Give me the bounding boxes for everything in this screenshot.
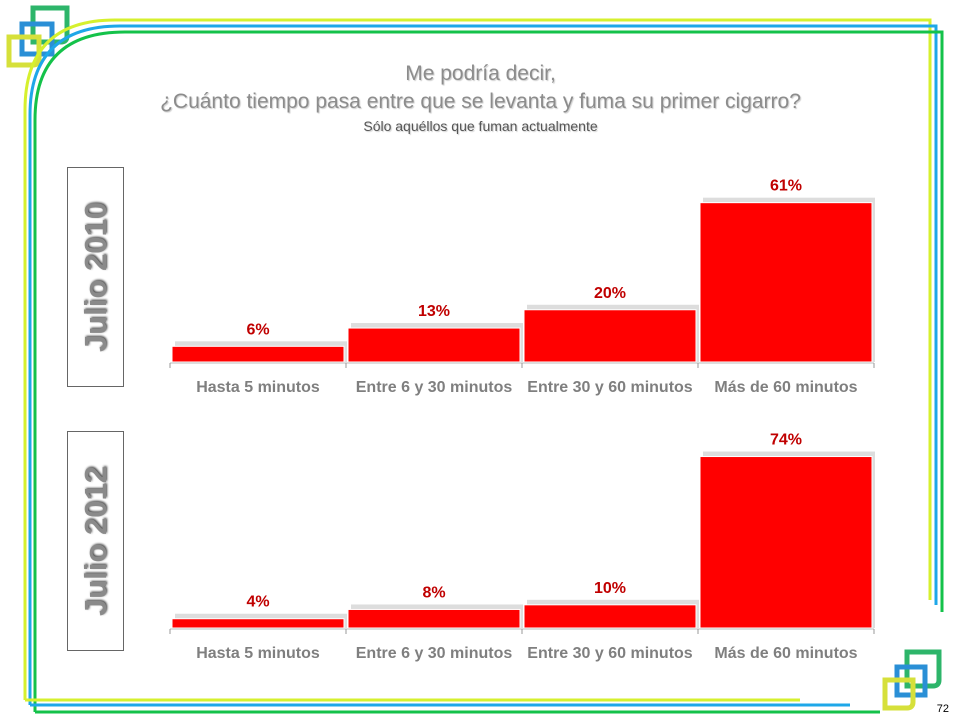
category-label: Entre 6 y 30 minutos (356, 379, 513, 396)
data-label: 74% (770, 432, 802, 449)
year-label: Julio 2010 (77, 202, 113, 352)
title-line1: Me podría decir, (405, 62, 556, 85)
category-label: Entre 30 y 60 minutos (527, 379, 692, 396)
data-label: 6% (246, 321, 269, 338)
data-label: 61% (770, 178, 802, 195)
bar (699, 456, 873, 629)
year-label: Julio 2012 (77, 466, 113, 616)
bar (523, 604, 697, 629)
category-label: Más de 60 minutos (714, 379, 857, 396)
data-label: 13% (418, 303, 450, 320)
data-label: 8% (422, 584, 445, 601)
bar-chart-2010: 6% Hasta 5 minutos 13% Entre 6 y 30 minutos… (169, 178, 875, 396)
subtitle: Sólo aquéllos que fuman actualmente (363, 118, 598, 134)
bar (347, 608, 521, 629)
logo-icon-bottom (882, 649, 942, 711)
bar (699, 202, 873, 363)
category-label: Hasta 5 minutos (196, 645, 320, 662)
data-label: 20% (594, 285, 626, 302)
category-label: Hasta 5 minutos (196, 379, 320, 396)
bar-chart-2012: 4% Hasta 5 minutos 8% Entre 6 y 30 minutos 1… (169, 432, 875, 662)
bar (171, 345, 345, 363)
category-label: Entre 6 y 30 minutos (356, 645, 513, 662)
bar (171, 618, 345, 629)
bar (523, 309, 697, 363)
data-label: 10% (594, 580, 626, 597)
data-label: 4% (246, 594, 269, 611)
category-label: Más de 60 minutos (714, 645, 857, 662)
category-label: Entre 30 y 60 minutos (527, 645, 692, 662)
bar (347, 327, 521, 363)
year-label-box-2010: Julio 2010 (67, 167, 124, 387)
year-label-box-2012: Julio 2012 (67, 431, 124, 651)
title-line2: ¿Cuánto tiempo pasa entre que se levanta… (160, 90, 801, 113)
page-number: 72 (936, 703, 949, 715)
